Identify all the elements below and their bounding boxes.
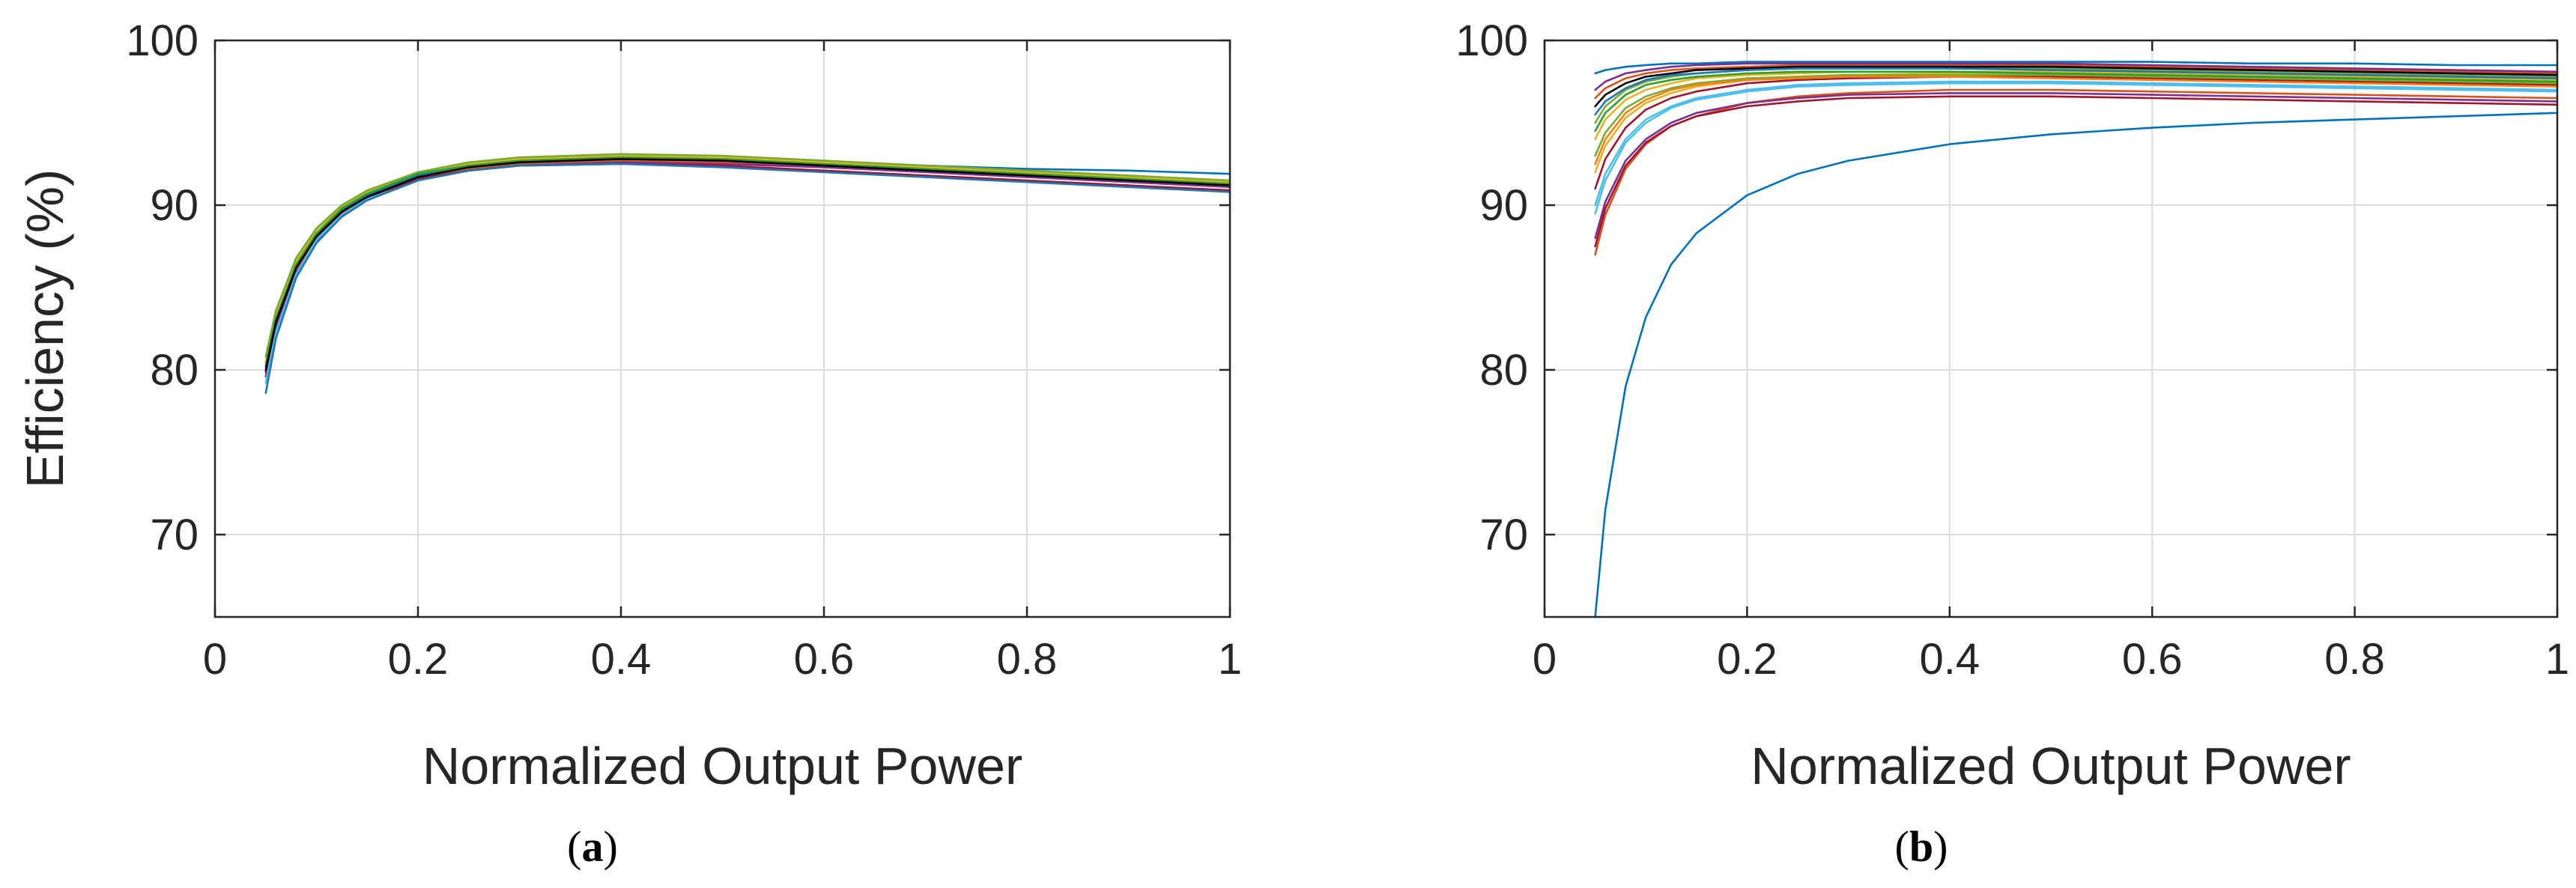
tick-labels: 0 0.2 0.4 0.6 0.8 1 70 80 90 100 — [1455, 16, 2569, 684]
x-tick-label: 1 — [2545, 635, 2569, 684]
series-line-3 — [264, 154, 1231, 363]
axes-box — [213, 39, 1231, 618]
y-tick-label: 80 — [150, 346, 198, 395]
chart-panel-a: 0 0.2 0.4 0.6 0.8 1 70 80 90 100 Normalized Outpu… — [16, 16, 1242, 871]
tick-marks — [213, 39, 1231, 617]
y-tick-label: 100 — [1455, 16, 1528, 65]
grid-lines — [1545, 40, 2557, 617]
x-tick-label: 1 — [1218, 635, 1242, 684]
series-line-7 — [264, 162, 1231, 373]
caption-close-paren: ) — [604, 822, 618, 871]
caption-open-paren: ( — [567, 822, 581, 871]
series-line-5 — [264, 153, 1231, 358]
y-tick-label: 90 — [1479, 181, 1528, 230]
y-axis-label: Efficiency (%) — [16, 169, 74, 489]
x-tick-label: 0.8 — [997, 635, 1058, 684]
tick-marks — [1543, 39, 2559, 617]
x-tick-label: 0 — [1533, 635, 1557, 684]
series-line-6 — [264, 158, 1231, 384]
series-line-9 — [1594, 64, 2559, 100]
series-line-15 — [1594, 65, 2559, 108]
y-tick-label: 80 — [1479, 346, 1528, 395]
y-tick-label: 100 — [126, 16, 198, 65]
series-line-1 — [264, 156, 1231, 368]
series-line-4 — [264, 161, 1231, 378]
series-line-4 — [1594, 92, 2559, 240]
series-line-17 — [1594, 70, 2559, 133]
series-line-11 — [1594, 62, 2559, 91]
series-line-18 — [1594, 76, 2559, 165]
series-line-9 — [264, 156, 1231, 366]
x-axis-label: Normalized Output Power — [422, 737, 1022, 795]
series-line-6 — [1594, 80, 2559, 207]
panel-caption-b: (b) — [1895, 822, 1948, 871]
x-tick-label: 0 — [203, 635, 227, 684]
series-line-2 — [1594, 88, 2559, 256]
axes-box — [1543, 39, 2559, 618]
caption-close-paren: ) — [1933, 822, 1948, 871]
series-line-14 — [1594, 95, 2559, 248]
plot-lines — [1594, 61, 2559, 618]
x-tick-label: 0.2 — [388, 635, 449, 684]
caption-letter: a — [582, 822, 604, 871]
x-axis-label: Normalized Output Power — [1751, 737, 2351, 795]
panel-caption-a: (a) — [567, 822, 618, 871]
series-line-16 — [1594, 67, 2559, 116]
tick-labels: 0 0.2 0.4 0.6 0.8 1 70 80 90 100 — [126, 16, 1242, 684]
x-tick-label: 0.8 — [2324, 635, 2385, 684]
series-line-8 — [1594, 61, 2559, 75]
series-line-7 — [1594, 76, 2559, 190]
chart-panel-b: 0 0.2 0.4 0.6 0.8 1 70 80 90 100 Normalized Outpu… — [1455, 16, 2569, 871]
caption-open-paren: ( — [1895, 822, 1909, 871]
x-tick-label: 0.6 — [794, 635, 855, 684]
y-tick-label: 70 — [150, 511, 198, 559]
x-tick-label: 0.6 — [2122, 635, 2183, 684]
series-line-13 — [1594, 82, 2559, 215]
y-tick-label: 70 — [1479, 511, 1528, 559]
y-tick-label: 90 — [150, 181, 198, 230]
series-line-10 — [264, 158, 1231, 371]
x-tick-label: 0.4 — [591, 635, 652, 684]
plot-lines — [264, 153, 1231, 395]
caption-letter: b — [1909, 822, 1933, 871]
x-tick-label: 0.2 — [1717, 635, 1778, 684]
x-tick-label: 0.4 — [1919, 635, 1980, 684]
series-line-12 — [1594, 73, 2559, 157]
series-line-8 — [264, 162, 1231, 395]
series-line-2 — [264, 159, 1231, 374]
grid-lines — [215, 40, 1230, 617]
series-line-1 — [1594, 112, 2559, 618]
